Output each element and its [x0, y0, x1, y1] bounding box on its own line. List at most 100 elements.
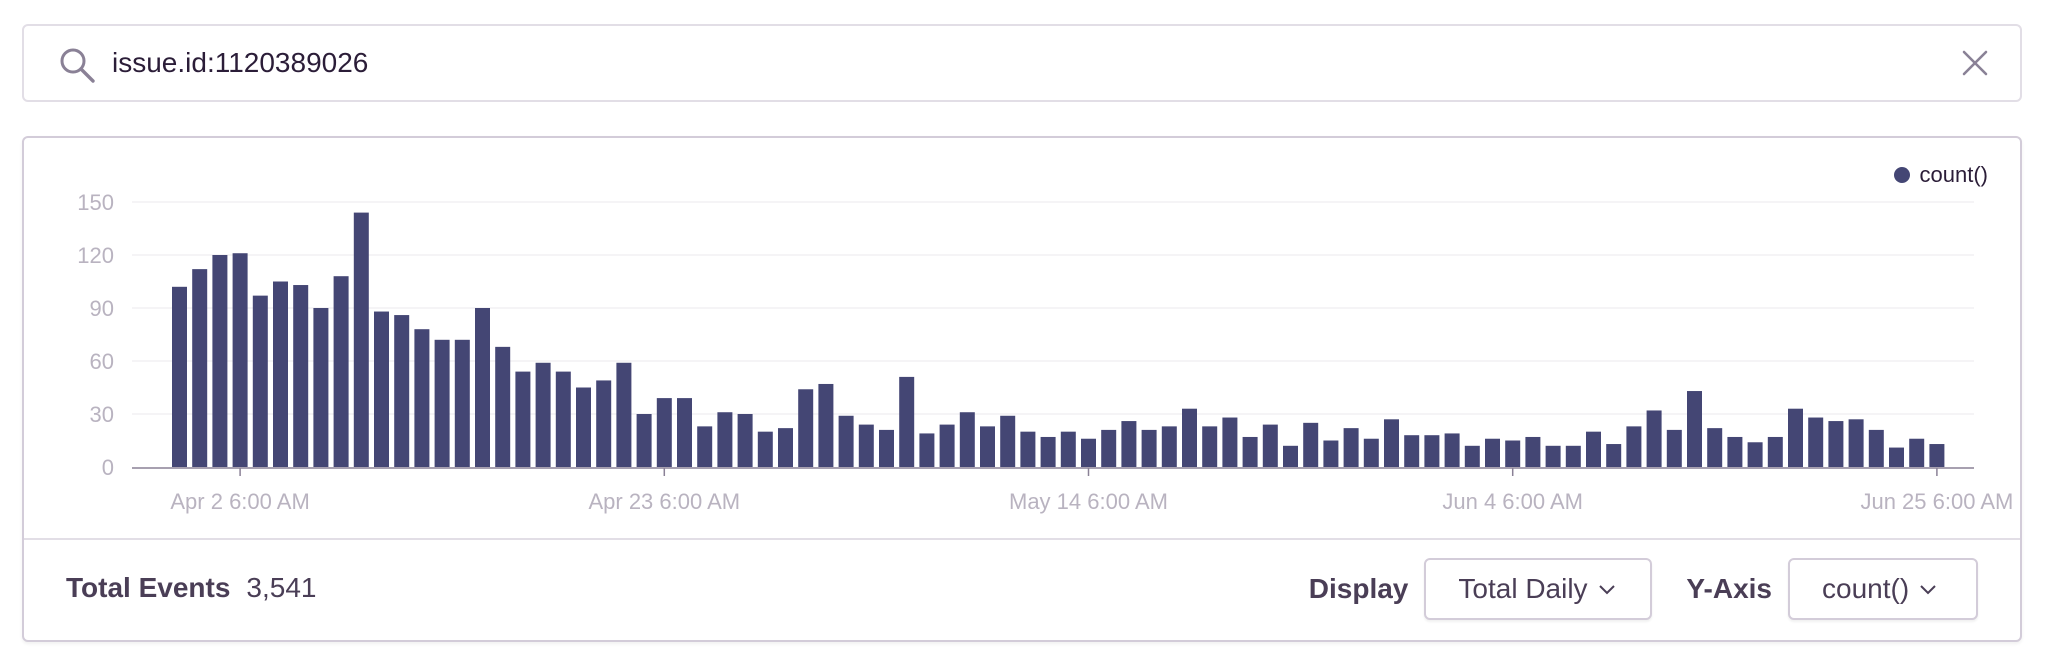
bar[interactable]	[616, 362, 632, 467]
bar[interactable]	[394, 315, 410, 467]
bar[interactable]	[677, 398, 692, 467]
bar[interactable]	[1202, 426, 1218, 467]
close-icon[interactable]	[1960, 48, 1990, 78]
bar[interactable]	[596, 380, 612, 467]
bar[interactable]	[1666, 429, 1682, 467]
bar[interactable]	[1687, 391, 1702, 467]
bar[interactable]	[454, 339, 470, 467]
bar[interactable]	[555, 371, 571, 467]
bar[interactable]	[353, 212, 369, 467]
bar[interactable]	[1081, 438, 1096, 467]
bar[interactable]	[495, 346, 511, 467]
bar[interactable]	[757, 431, 773, 467]
bar[interactable]	[919, 433, 935, 467]
bar[interactable]	[374, 311, 389, 467]
bar[interactable]	[1545, 445, 1561, 467]
bar[interactable]	[838, 415, 854, 467]
bar[interactable]	[1868, 429, 1884, 467]
bar[interactable]	[1929, 444, 1945, 467]
search-input[interactable]	[112, 41, 1912, 85]
bar[interactable]	[1626, 426, 1642, 467]
bar[interactable]	[778, 428, 793, 467]
bar[interactable]	[1747, 442, 1763, 467]
bar[interactable]	[1565, 445, 1581, 467]
bar[interactable]	[798, 389, 814, 467]
bar[interactable]	[172, 286, 187, 467]
bar[interactable]	[1848, 419, 1864, 467]
bar[interactable]	[1586, 431, 1601, 467]
display-dropdown-value: Total Daily	[1458, 573, 1588, 604]
bar[interactable]	[1222, 417, 1238, 467]
bar[interactable]	[1020, 431, 1036, 467]
display-dropdown[interactable]: Total Daily	[1424, 558, 1653, 620]
bar[interactable]	[414, 329, 430, 467]
bar[interactable]	[1343, 428, 1359, 467]
bar[interactable]	[1323, 440, 1339, 468]
bar[interactable]	[1767, 436, 1783, 467]
bar[interactable]	[576, 387, 591, 468]
bar[interactable]	[232, 253, 248, 467]
bar[interactable]	[818, 383, 834, 467]
bar[interactable]	[1303, 422, 1319, 467]
bar[interactable]	[1040, 436, 1056, 467]
x-tick-label: Apr 2 6:00 AM	[170, 489, 309, 514]
bar[interactable]	[1161, 426, 1177, 467]
bar[interactable]	[636, 414, 652, 467]
bar[interactable]	[959, 412, 975, 467]
bar[interactable]	[1141, 429, 1157, 467]
chart-legend[interactable]: count()	[1893, 162, 1988, 188]
events-bar-chart: 0 30 60 90 120 150 Apr 2 6:00 AM Apr 23 6:00 AM…	[77, 190, 2013, 514]
bar[interactable]	[212, 255, 228, 467]
bar[interactable]	[1242, 436, 1258, 467]
bar[interactable]	[1889, 447, 1904, 467]
bar[interactable]	[717, 412, 733, 467]
x-tick-label: May 14 6:00 AM	[1009, 489, 1168, 514]
bar[interactable]	[434, 339, 450, 467]
bar[interactable]	[192, 269, 208, 467]
bar[interactable]	[1404, 435, 1420, 467]
bar[interactable]	[899, 376, 915, 467]
bar[interactable]	[515, 371, 531, 467]
bar[interactable]	[293, 285, 309, 467]
bar[interactable]	[252, 295, 268, 467]
bar[interactable]	[1909, 438, 1925, 467]
bar[interactable]	[1121, 421, 1137, 467]
bar[interactable]	[1363, 438, 1379, 467]
bar[interactable]	[1182, 408, 1197, 467]
search-bar[interactable]	[22, 24, 2022, 102]
bar[interactable]	[1788, 408, 1803, 467]
bar[interactable]	[879, 429, 894, 467]
display-label: Display	[1308, 573, 1409, 604]
bar[interactable]	[1505, 440, 1521, 468]
bar[interactable]	[1060, 431, 1076, 467]
bar[interactable]	[1000, 415, 1016, 467]
bar[interactable]	[1727, 436, 1743, 467]
bar[interactable]	[697, 426, 713, 467]
bar[interactable]	[1606, 444, 1622, 467]
bar[interactable]	[1707, 428, 1723, 467]
bar[interactable]	[313, 308, 329, 467]
yaxis-dropdown[interactable]: count()	[1788, 558, 1978, 620]
bar[interactable]	[939, 424, 955, 467]
bar[interactable]	[1101, 429, 1117, 467]
chevron-down-icon	[1920, 585, 1936, 595]
bar[interactable]	[1262, 424, 1278, 467]
bar[interactable]	[1384, 419, 1399, 467]
bar[interactable]	[737, 414, 753, 467]
bar[interactable]	[980, 426, 995, 467]
bar[interactable]	[1828, 421, 1844, 467]
bar[interactable]	[1525, 436, 1541, 467]
bar[interactable]	[273, 281, 288, 468]
bar[interactable]	[858, 424, 874, 467]
bar[interactable]	[1808, 417, 1824, 467]
bar[interactable]	[1464, 445, 1480, 467]
bar[interactable]	[1424, 435, 1440, 467]
bar[interactable]	[535, 362, 551, 467]
bar[interactable]	[333, 276, 349, 467]
bar[interactable]	[1283, 445, 1298, 467]
bar[interactable]	[1444, 433, 1460, 467]
bar[interactable]	[1646, 410, 1662, 467]
bar[interactable]	[1485, 438, 1500, 467]
bar[interactable]	[656, 398, 672, 467]
bar[interactable]	[475, 308, 490, 467]
